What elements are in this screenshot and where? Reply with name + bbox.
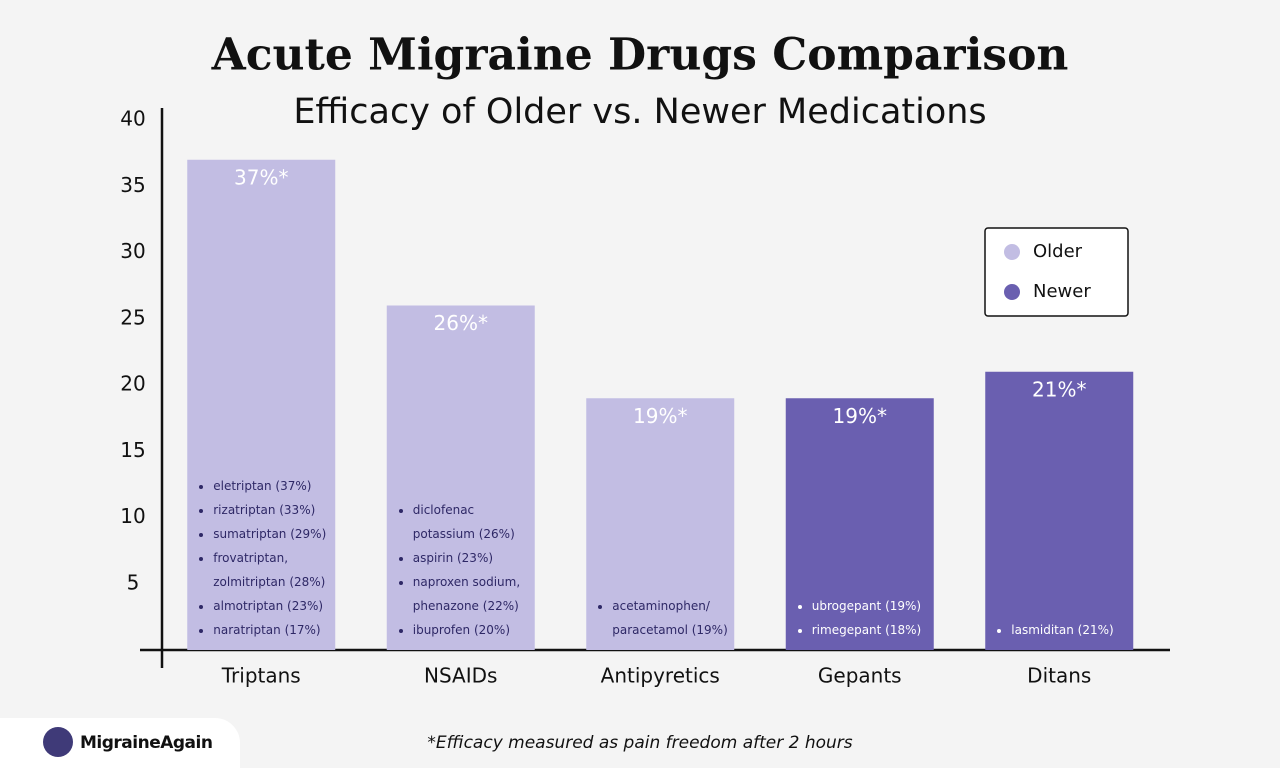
note-item: acetaminophen/ paracetamol (19%) xyxy=(612,594,730,642)
bar-notes: ubrogepant (19%)rimegepant (18%) xyxy=(796,438,930,642)
y-tick-label: 5 xyxy=(127,570,140,594)
notes-list: ubrogepant (19%)rimegepant (18%) xyxy=(796,594,930,642)
value-label: 26%* xyxy=(434,311,488,335)
x-tick-label: Gepants xyxy=(818,664,902,688)
y-tick-label: 30 xyxy=(120,239,145,263)
note-item: frovatriptan, zolmitriptan (28%) xyxy=(213,546,331,594)
bar xyxy=(187,159,336,650)
y-tick-label: 35 xyxy=(120,173,145,197)
x-tick-label: NSAIDs xyxy=(424,664,497,688)
note-item: eletriptan (37%) xyxy=(213,474,331,498)
note-item: sumatriptan (29%) xyxy=(213,522,331,546)
bar-notes: diclofenac potassium (26%)aspirin (23%)n… xyxy=(397,346,531,643)
notes-wrap: acetaminophen/ paracetamol (19%) xyxy=(596,438,730,642)
notes-list: diclofenac potassium (26%)aspirin (23%)n… xyxy=(397,498,531,642)
chart-subtitle: Efficacy of Older vs. Newer Medications xyxy=(293,92,986,132)
note-item: aspirin (23%) xyxy=(413,546,531,570)
note-item: diclofenac potassium (26%) xyxy=(413,498,531,546)
y-tick-label: 10 xyxy=(120,504,145,528)
y-tick-label: 40 xyxy=(120,107,145,131)
bar-notes: acetaminophen/ paracetamol (19%) xyxy=(596,438,730,642)
bar-notes: eletriptan (37%)rizatriptan (33%)sumatri… xyxy=(197,200,331,642)
x-tick-label: Triptans xyxy=(221,664,301,688)
chart-title: Acute Migraine Drugs Comparison xyxy=(211,30,1069,81)
y-tick-label: 15 xyxy=(120,438,145,462)
x-tick-label: Antipyretics xyxy=(601,664,720,688)
footnote: *Efficacy measured as pain freedom after… xyxy=(427,733,852,753)
note-item: rizatriptan (33%) xyxy=(213,498,331,522)
bar-notes: lasmiditan (21%) xyxy=(995,412,1129,642)
note-item: ibuprofen (20%) xyxy=(413,618,531,642)
notes-wrap: ubrogepant (19%)rimegepant (18%) xyxy=(796,438,930,642)
notes-list: lasmiditan (21%) xyxy=(995,618,1129,642)
note-item: almotriptan (23%) xyxy=(213,594,331,618)
note-item: naproxen sodium, phenazone (22%) xyxy=(413,570,531,618)
bar xyxy=(985,371,1134,650)
note-item: rimegepant (18%) xyxy=(812,618,930,642)
legend-box xyxy=(984,227,1129,317)
legend-label: Older xyxy=(1033,241,1083,262)
note-item: lasmiditan (21%) xyxy=(1011,618,1129,642)
notes-wrap: diclofenac potassium (26%)aspirin (23%)n… xyxy=(397,346,531,643)
bar xyxy=(785,398,934,650)
x-tick-label: Ditans xyxy=(1027,664,1091,688)
value-label: 19%* xyxy=(633,404,687,428)
notes-list: eletriptan (37%)rizatriptan (33%)sumatri… xyxy=(197,474,331,642)
value-label: 21%* xyxy=(1032,377,1086,401)
bar xyxy=(386,305,535,650)
legend-label: Newer xyxy=(1033,281,1091,302)
value-label: 37%* xyxy=(234,165,288,189)
bar xyxy=(586,398,735,650)
legend-marker xyxy=(1004,284,1020,300)
notes-wrap: eletriptan (37%)rizatriptan (33%)sumatri… xyxy=(197,200,331,642)
value-label: 19%* xyxy=(833,404,887,428)
brand: MigraineAgain xyxy=(80,733,212,753)
y-tick-label: 20 xyxy=(120,372,145,396)
y-tick-label: 25 xyxy=(120,305,145,329)
note-item: ubrogepant (19%) xyxy=(812,594,930,618)
legend-marker xyxy=(1004,244,1020,260)
logo-icon xyxy=(43,727,73,757)
notes-wrap: lasmiditan (21%) xyxy=(995,412,1129,642)
note-item: naratriptan (17%) xyxy=(213,618,331,642)
notes-list: acetaminophen/ paracetamol (19%) xyxy=(596,594,730,642)
